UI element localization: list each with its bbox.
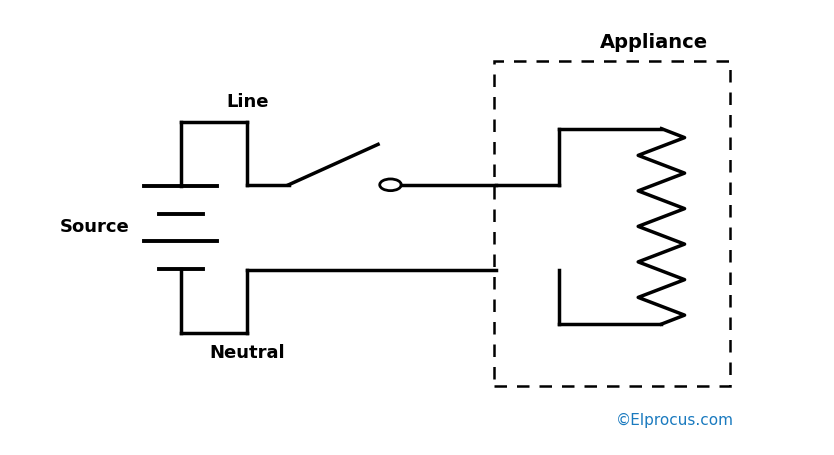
- Text: Appliance: Appliance: [600, 33, 707, 52]
- Text: Neutral: Neutral: [209, 344, 285, 362]
- Text: Source: Source: [60, 218, 129, 237]
- Text: ©Elprocus.com: ©Elprocus.com: [616, 413, 734, 428]
- Text: Line: Line: [226, 93, 269, 111]
